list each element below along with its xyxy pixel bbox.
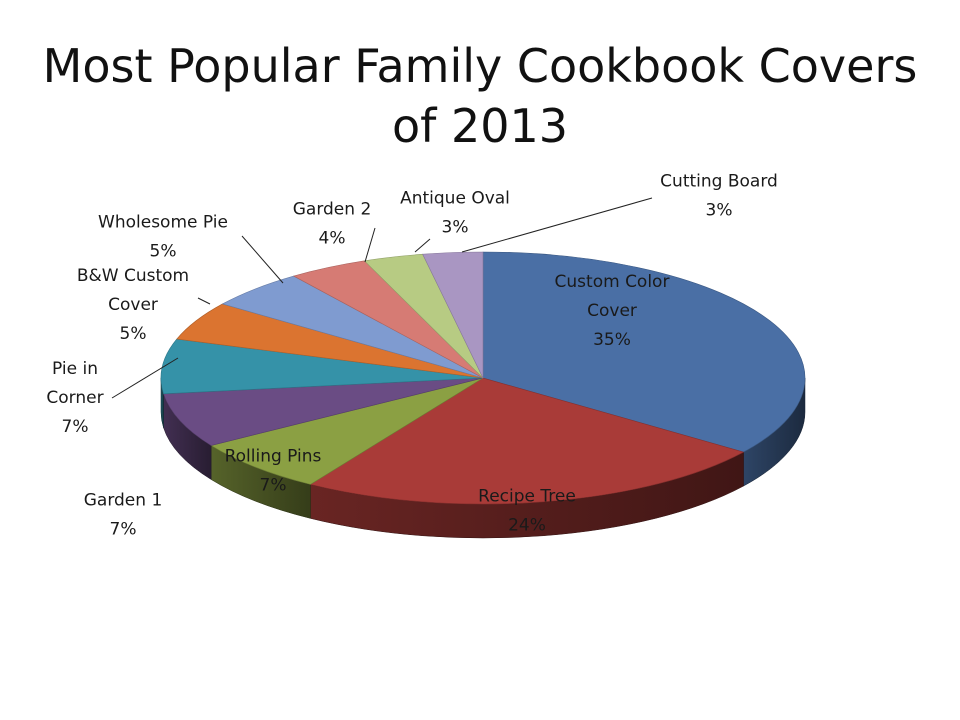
leader-line-bandw-custom-cover <box>197 297 211 305</box>
slice-name-line: Cutting Board <box>660 172 778 192</box>
leader-line-cutting-board <box>461 197 653 253</box>
slice-percent: 4% <box>319 229 346 249</box>
slice-label-rolling-pins: Rolling Pins 7% <box>225 447 322 496</box>
slice-rolling-pins <box>210 377 484 485</box>
slice-custom-color-cover <box>482 251 806 453</box>
slice-label-custom-color-cover: Custom Color Cover 35% <box>555 272 670 350</box>
slice-label-garden-1: Garden 1 7% <box>84 491 163 540</box>
leader-line-antique-oval <box>414 238 431 253</box>
slice-name-line: Garden 2 <box>293 200 372 220</box>
leader-lines <box>111 197 653 399</box>
slice-name-line: Rolling Pins <box>225 447 322 467</box>
slice-name-line: Antique Oval <box>400 189 510 209</box>
slice-recipe-tree <box>309 377 745 505</box>
slice-label-cutting-board: Cutting Board 3% <box>660 172 778 221</box>
slice-name-line: Wholesome Pie <box>98 213 228 233</box>
slice-label-antique-oval: Antique Oval 3% <box>400 189 510 238</box>
slice-name-line: Cover <box>587 301 637 321</box>
slice-percent: 3% <box>706 201 733 221</box>
slice-name-line: B&W Custom <box>77 266 189 286</box>
slice-name-line: Corner <box>46 388 103 408</box>
slice-name-line: Garden 1 <box>84 491 163 511</box>
slice-name-line: Recipe Tree <box>478 487 576 507</box>
leader-line-wholesome-pie <box>241 235 284 284</box>
slice-pie-in-corner <box>160 338 484 395</box>
slice-label-garden-2: Garden 2 4% <box>293 200 372 249</box>
slice-percent: 5% <box>120 324 147 344</box>
slice-label-pie-in-corner: Pie in Corner 7% <box>46 359 103 437</box>
slice-percent: 35% <box>593 330 631 350</box>
slice-percent: 7% <box>260 476 287 496</box>
slice-percent: 3% <box>442 218 469 238</box>
slice-labels: Custom Color Cover 35% Recipe Tree 24% Rollin… <box>46 172 777 540</box>
slice-name-line: Cover <box>108 295 158 315</box>
leader-line-pie-in-corner <box>111 357 179 399</box>
slice-name-line: Custom Color <box>555 272 670 292</box>
slice-percent: 24% <box>508 516 546 536</box>
slice-garden-1 <box>163 377 484 446</box>
slice-percent: 7% <box>110 520 137 540</box>
slice-label-wholesome-pie: Wholesome Pie 5% <box>98 213 228 262</box>
slice-percent: 7% <box>62 417 89 437</box>
slice-label-recipe-tree: Recipe Tree 24% <box>478 487 576 536</box>
leader-line-garden-2 <box>364 227 376 263</box>
chart-title: Most Popular Family Cookbook Covers of 2… <box>42 39 918 153</box>
slice-label-bandw-custom-cover: B&W Custom Cover 5% <box>77 266 189 344</box>
slice-cutting-board <box>422 251 484 379</box>
pie-slices <box>160 251 806 505</box>
slice-percent: 5% <box>150 242 177 262</box>
slice-name-line: Pie in <box>52 359 98 379</box>
